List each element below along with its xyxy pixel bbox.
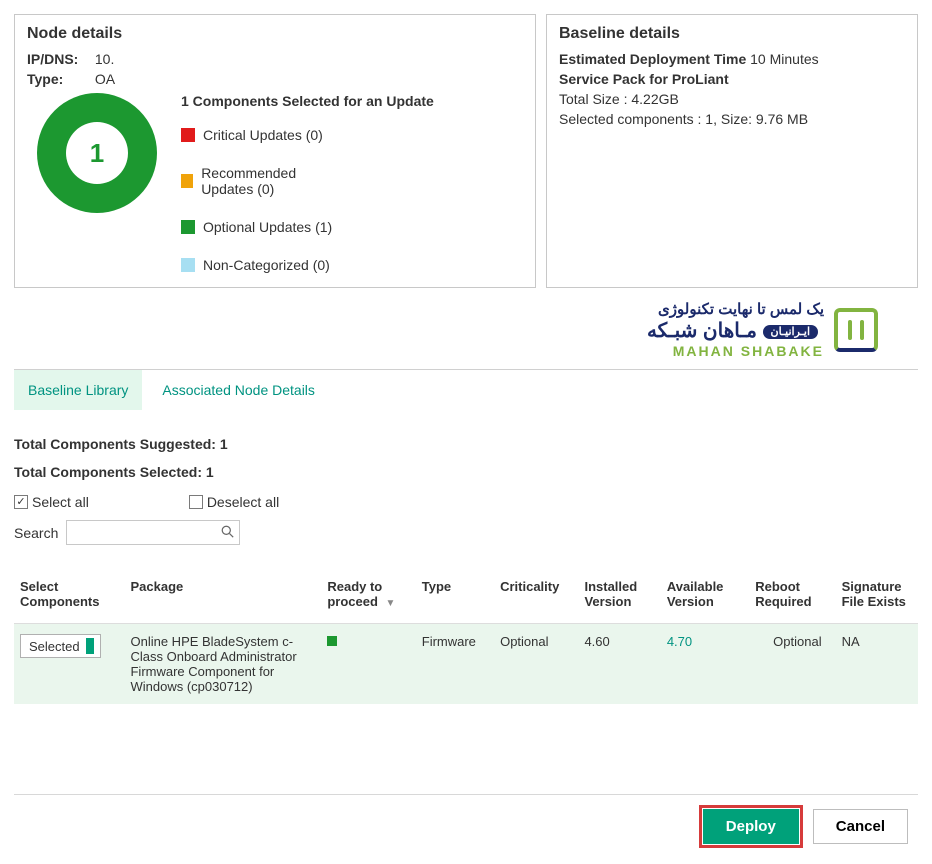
cancel-button[interactable]: Cancel <box>813 809 908 844</box>
select-all-label: Select all <box>32 494 89 510</box>
checkbox-icon <box>14 495 28 509</box>
cell-installed: 4.60 <box>578 624 660 705</box>
type-value: OA <box>95 71 115 87</box>
ipdns-value: 10. <box>95 51 114 67</box>
service-pack-line: Service Pack for ProLiant <box>559 71 905 87</box>
tab-baseline-library[interactable]: Baseline Library <box>14 370 142 410</box>
logo-mark-icon <box>834 308 878 352</box>
checkbox-icon <box>189 495 203 509</box>
legend-recommended-swatch <box>181 174 193 188</box>
cell-available[interactable]: 4.70 <box>667 634 692 649</box>
legend-critical: Critical Updates (0) <box>181 127 351 143</box>
legend-critical-swatch <box>181 128 195 142</box>
cell-reboot: Optional <box>749 624 835 705</box>
ready-indicator-icon <box>327 636 337 646</box>
node-details-title: Node details <box>27 25 523 43</box>
cell-type: Firmware <box>416 624 494 705</box>
th-type[interactable]: Type <box>416 571 494 624</box>
edt-value: 10 Minutes <box>750 51 818 67</box>
legend-optional-swatch <box>181 220 195 234</box>
logo-name-fa: مـاهان شبـکه <box>647 320 757 342</box>
legend-recommended-label: Recommended Updates (0) <box>201 165 351 197</box>
th-reboot[interactable]: Reboot Required <box>749 571 835 624</box>
total-suggested-line: Total Components Suggested: 1 <box>14 436 918 452</box>
th-select[interactable]: Select Components <box>14 571 124 624</box>
th-installed[interactable]: Installed Version <box>578 571 660 624</box>
update-donut-chart: 1 <box>37 93 157 213</box>
search-label: Search <box>14 525 58 541</box>
table-row[interactable]: Selected Online HPE BladeSystem c-Class … <box>14 624 918 705</box>
logo-name-en: MAHAN SHABAKE <box>647 343 824 359</box>
th-criticality[interactable]: Criticality <box>494 571 578 624</box>
legend-critical-label: Critical Updates (0) <box>203 127 323 143</box>
selected-components-line: Selected components : 1, Size: 9.76 MB <box>559 111 905 127</box>
th-available[interactable]: Available Version <box>661 571 749 624</box>
legend-noncat-label: Non-Categorized (0) <box>203 257 330 273</box>
legend-noncat-swatch <box>181 258 195 272</box>
node-details-panel: Node details IP/DNS: 10. Type: OA 1 1 Co… <box>14 14 536 288</box>
components-table: Select Components Package Ready to proce… <box>14 571 918 704</box>
total-selected-line: Total Components Selected: 1 <box>14 464 918 480</box>
select-all-checkbox[interactable]: Select all <box>14 494 89 510</box>
legend-noncategorized: Non-Categorized (0) <box>181 257 351 273</box>
donut-count: 1 <box>66 122 128 184</box>
baseline-details-title: Baseline details <box>559 25 905 43</box>
components-selected-heading: 1 Components Selected for an Update <box>181 93 523 109</box>
cell-package: Online HPE BladeSystem c-Class Onboard A… <box>124 624 321 705</box>
cell-criticality: Optional <box>494 624 578 705</box>
deploy-button[interactable]: Deploy <box>703 809 799 844</box>
tab-associated-node-details[interactable]: Associated Node Details <box>148 370 329 410</box>
logo-pill: ایـرانیـان <box>763 325 819 339</box>
th-ready[interactable]: Ready to proceed ▼ <box>321 571 415 624</box>
ipdns-label: IP/DNS: <box>27 51 91 67</box>
search-input[interactable] <box>66 520 240 545</box>
logo-tagline-fa: یک لمس تا نهایت تکنولوژی <box>647 300 824 318</box>
cell-signature: NA <box>836 624 918 705</box>
legend-optional-label: Optional Updates (1) <box>203 219 332 235</box>
type-label: Type: <box>27 71 91 87</box>
edt-label: Estimated Deployment Time <box>559 51 746 67</box>
deselect-all-label: Deselect all <box>207 494 279 510</box>
baseline-details-panel: Baseline details Estimated Deployment Ti… <box>546 14 918 288</box>
total-size-line: Total Size : 4.22GB <box>559 91 905 107</box>
selected-indicator-icon <box>86 638 94 654</box>
brand-logo-area: یک لمس تا نهایت تکنولوژی ایـرانیـان مـاه… <box>14 300 878 359</box>
th-package[interactable]: Package <box>124 571 321 624</box>
legend-optional: Optional Updates (1) <box>181 219 351 235</box>
legend-recommended: Recommended Updates (0) <box>181 165 351 197</box>
selected-toggle-button[interactable]: Selected <box>20 634 101 658</box>
th-signature[interactable]: Signature File Exists <box>836 571 918 624</box>
sort-indicator-icon: ▼ <box>386 598 396 609</box>
deselect-all-checkbox[interactable]: Deselect all <box>189 494 279 510</box>
